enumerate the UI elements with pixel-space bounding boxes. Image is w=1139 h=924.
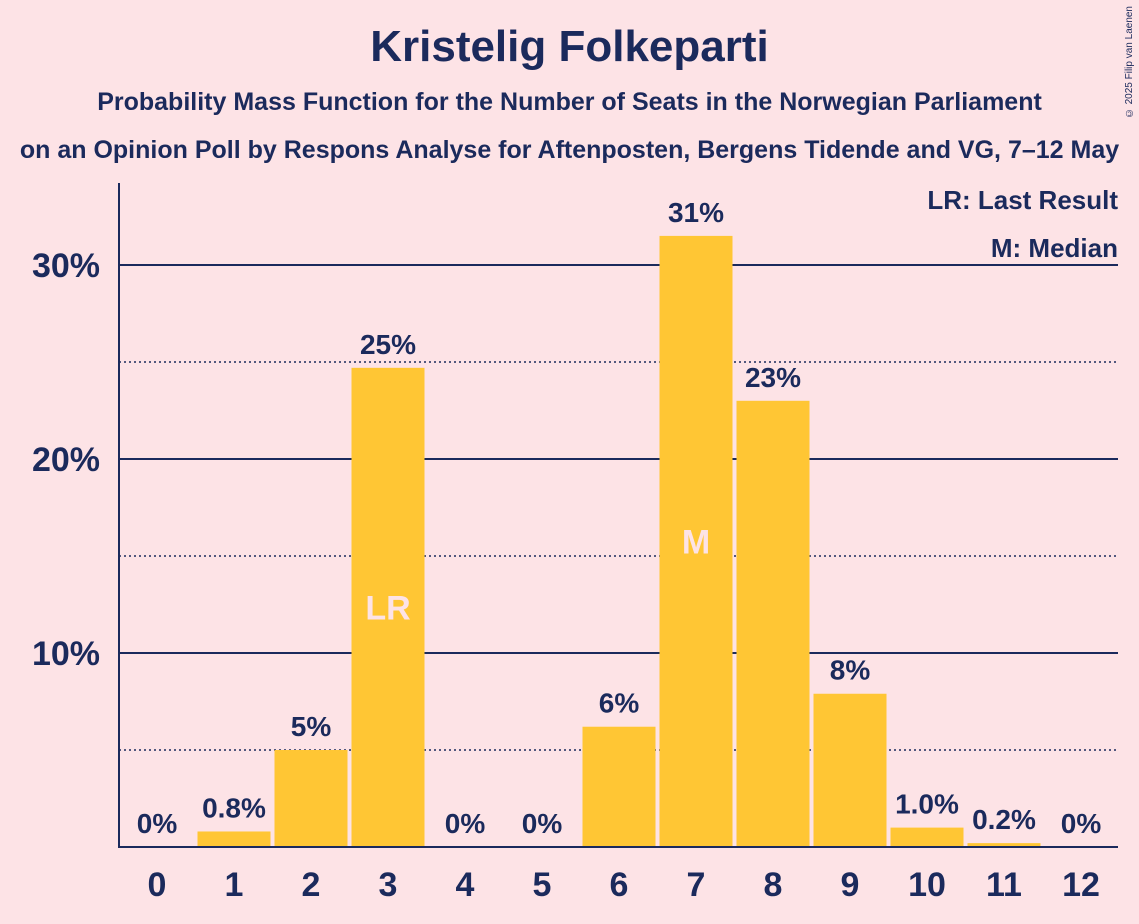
x-tick-label: 3 — [379, 866, 398, 904]
legend-median: M: Median — [991, 233, 1118, 263]
chart-subtitle-source: on an Opinion Poll by Respons Analyse fo… — [19, 136, 1120, 164]
y-tick-label: 20% — [32, 441, 100, 479]
bar — [351, 367, 425, 847]
x-tick-label: 1 — [225, 866, 244, 904]
bar — [659, 235, 733, 847]
data-label: 0% — [445, 808, 486, 839]
data-label: 23% — [745, 362, 801, 393]
x-tick-label: 7 — [687, 866, 706, 904]
x-tick-label: 10 — [908, 866, 946, 904]
chart-subtitle: Probability Mass Function for the Number… — [97, 88, 1042, 116]
bar — [890, 827, 964, 847]
x-tick-label: 11 — [986, 866, 1022, 904]
chart-title: Kristelig Folkeparti — [370, 22, 769, 71]
bar — [274, 750, 348, 847]
bar — [197, 831, 271, 847]
data-label: 0% — [137, 808, 178, 839]
bar — [736, 400, 810, 847]
data-label: 1.0% — [895, 789, 959, 820]
bar — [813, 693, 887, 847]
data-label: 0.2% — [972, 804, 1036, 835]
data-label: 31% — [668, 197, 724, 228]
data-label: 6% — [599, 688, 640, 719]
x-tick-label: 8 — [764, 866, 783, 904]
y-tick-label: 10% — [32, 635, 100, 673]
x-tick-label: 5 — [533, 866, 552, 904]
data-label: 5% — [291, 711, 332, 742]
x-tick-label: 9 — [841, 866, 860, 904]
bar — [967, 843, 1041, 847]
y-tick-label: 30% — [32, 247, 100, 285]
data-label: 0.8% — [202, 792, 266, 823]
data-label: 0% — [1061, 808, 1102, 839]
x-tick-label: 0 — [148, 866, 167, 904]
bar — [582, 726, 656, 847]
data-label: 0% — [522, 808, 563, 839]
data-label: 8% — [830, 655, 871, 686]
bar-marker-label: M — [682, 523, 710, 561]
legend-last-result: LR: Last Result — [927, 185, 1118, 215]
bar-marker-label: LR — [365, 589, 410, 627]
x-tick-label: 6 — [610, 866, 629, 904]
x-tick-label: 4 — [456, 866, 475, 904]
x-tick-label: 12 — [1062, 866, 1100, 904]
data-label: 25% — [360, 329, 416, 360]
x-tick-label: 2 — [302, 866, 321, 904]
